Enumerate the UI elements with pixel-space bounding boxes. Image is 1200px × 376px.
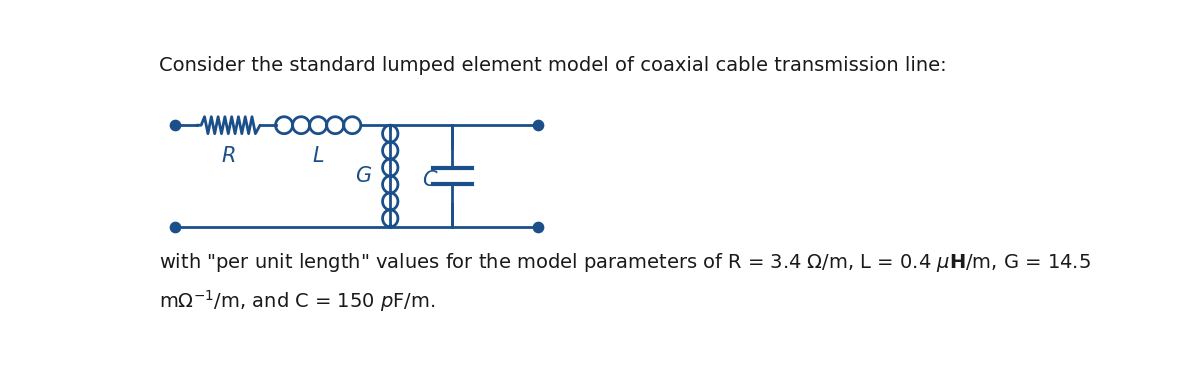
Text: C: C xyxy=(422,170,437,190)
Text: m$\Omega^{-1}$/m, and C = 150 $p$F/m.: m$\Omega^{-1}$/m, and C = 150 $p$F/m. xyxy=(160,288,436,314)
Text: Consider the standard lumped element model of coaxial cable transmission line:: Consider the standard lumped element mod… xyxy=(160,56,947,75)
Text: G: G xyxy=(355,166,371,186)
Point xyxy=(528,224,547,230)
Point xyxy=(166,122,185,128)
Point xyxy=(166,224,185,230)
Point xyxy=(528,122,547,128)
Text: L: L xyxy=(312,146,324,166)
Text: with "per unit length" values for the model parameters of R = 3.4 $\Omega$/m, L : with "per unit length" values for the mo… xyxy=(160,252,1091,274)
Text: R: R xyxy=(221,146,235,166)
